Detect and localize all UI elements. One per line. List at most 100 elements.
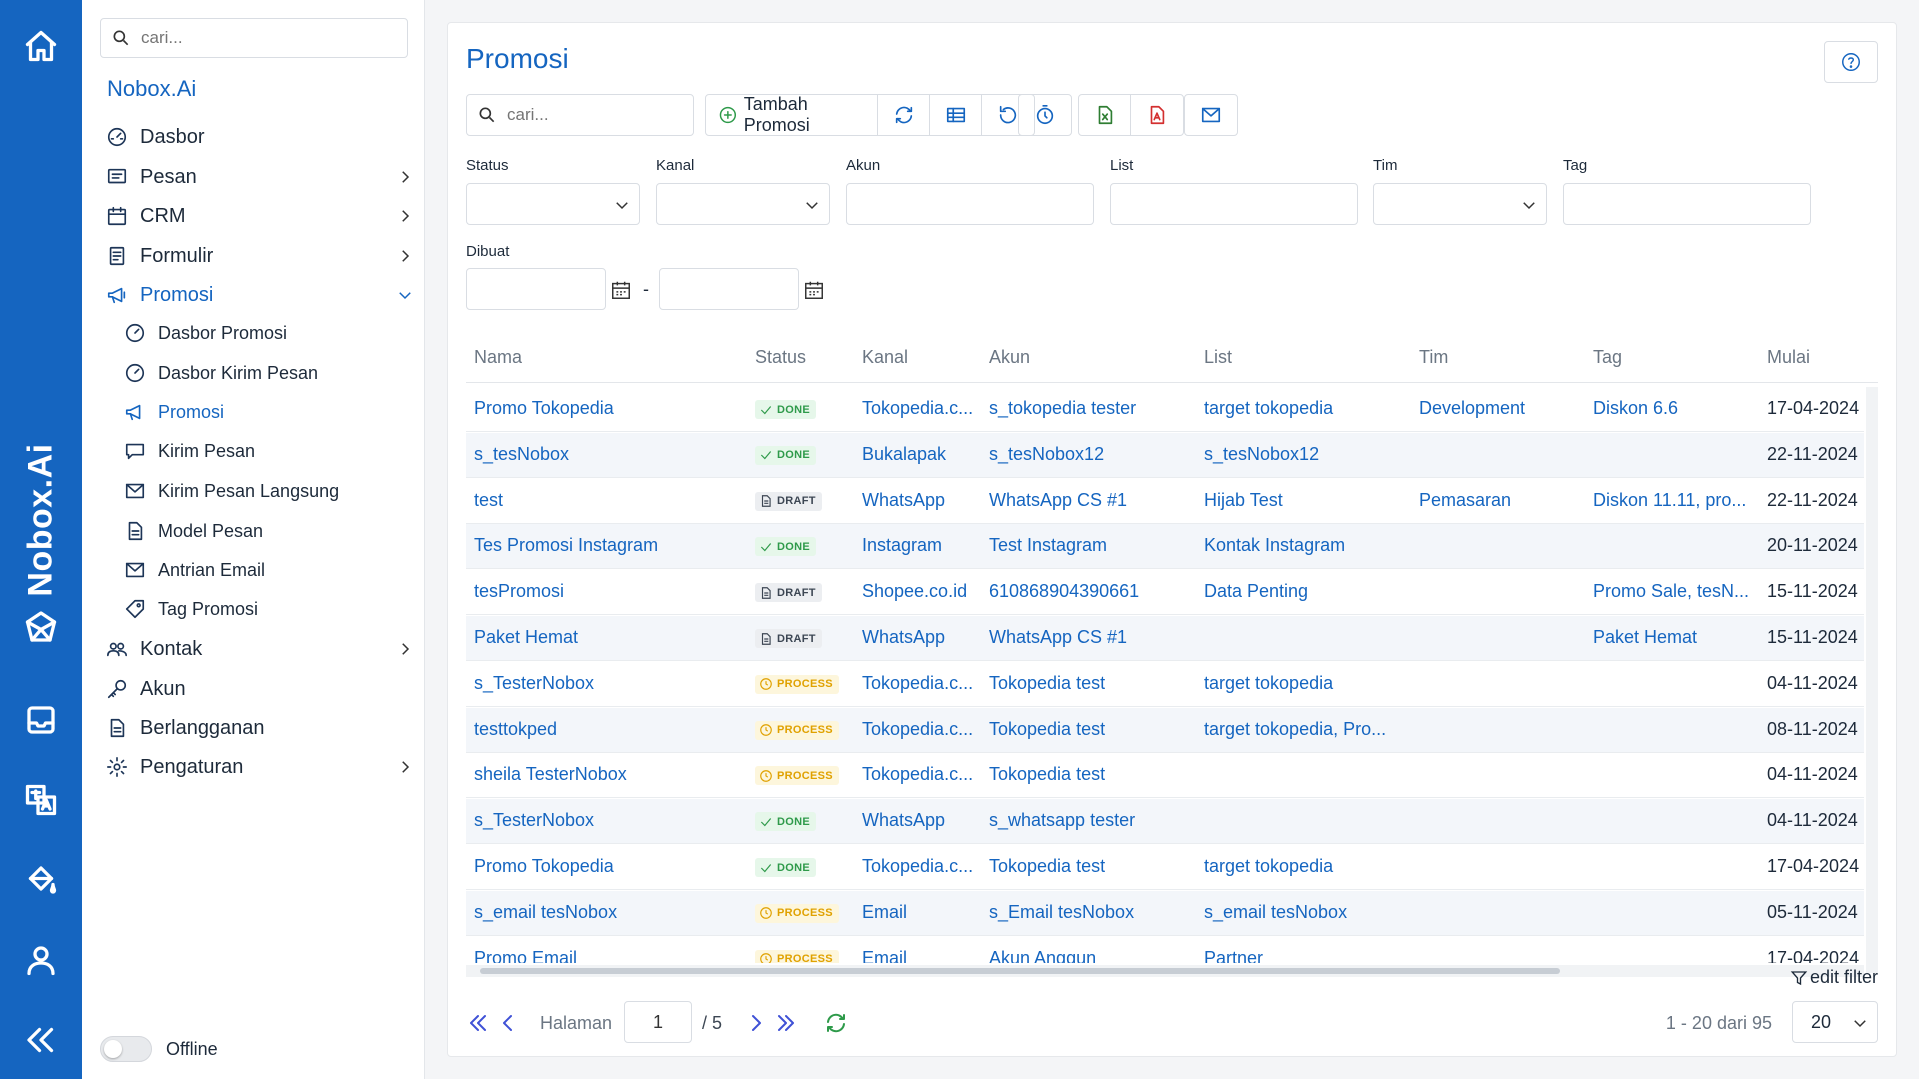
- cell-list[interactable]: Kontak Instagram: [1204, 535, 1346, 556]
- table-row[interactable]: testtokped Tokopedia.c... Tokopedia test ta…: [466, 707, 1864, 753]
- table-view-button[interactable]: [930, 95, 982, 135]
- cell-nama[interactable]: test: [474, 489, 504, 510]
- cell-akun[interactable]: Tokopedia test: [989, 672, 1106, 693]
- help-button[interactable]: [1824, 41, 1878, 83]
- export-pdf-button[interactable]: [1131, 95, 1183, 135]
- sidebar-item-promosi[interactable]: Promosi: [104, 278, 414, 312]
- filter-status-select[interactable]: [466, 183, 640, 225]
- cell-list[interactable]: target tokopedia: [1204, 672, 1334, 693]
- vertical-scrollbar[interactable]: [1866, 387, 1878, 973]
- paint-bucket-icon[interactable]: [21, 860, 61, 900]
- cell-list[interactable]: Data Penting: [1204, 581, 1309, 602]
- table-row[interactable]: Promo Email Email Akun Anggun Partner 17-04-…: [466, 937, 1864, 963]
- last-page-icon[interactable]: [774, 1011, 798, 1035]
- cell-kanal[interactable]: Email: [862, 947, 908, 963]
- export-excel-button[interactable]: [1079, 95, 1131, 135]
- cell-tag[interactable]: Diskon 11.11, pro...: [1593, 489, 1747, 510]
- sidebar-item-berlangganan[interactable]: Berlangganan: [104, 711, 414, 745]
- table-row[interactable]: s_tesNobox Bukalapak s_tesNobox12 s_tesNobo…: [466, 432, 1864, 478]
- collapse-icon[interactable]: [21, 1020, 61, 1060]
- page-number-input[interactable]: [624, 1001, 692, 1043]
- column-header[interactable]: List: [1204, 347, 1233, 367]
- cell-nama[interactable]: s_TesterNobox: [474, 672, 595, 693]
- cell-akun[interactable]: WhatsApp CS #1: [989, 627, 1128, 647]
- cell-akun[interactable]: 610868904390661: [989, 581, 1140, 602]
- cell-list[interactable]: Partner: [1204, 947, 1264, 963]
- date-from-input[interactable]: [466, 268, 606, 310]
- table-row[interactable]: s_TesterNobox Tokopedia.c... Tokopedia tes…: [466, 662, 1864, 707]
- cell-akun[interactable]: s_whatsapp tester: [989, 810, 1136, 831]
- sidebar-subitem-antrian-email[interactable]: Antrian Email: [122, 553, 402, 587]
- cell-nama[interactable]: tesPromosi: [474, 581, 565, 602]
- table-row[interactable]: Promo Tokopedia Tokopedia.c... Tokopedia t…: [466, 845, 1864, 890]
- cell-tim[interactable]: Pemasaran: [1419, 489, 1512, 510]
- sidebar-search[interactable]: [100, 18, 408, 58]
- sync-button[interactable]: [878, 95, 930, 135]
- table-row[interactable]: Tes Promosi Instagram Instagram Test Insta…: [466, 524, 1864, 570]
- sidebar-item-crm[interactable]: CRM: [104, 199, 414, 233]
- cell-tim[interactable]: Development: [1419, 398, 1526, 418]
- date-to-input[interactable]: [659, 268, 799, 310]
- table-row[interactable]: test WhatsApp WhatsApp CS #1 Hijab Test Pema…: [466, 479, 1864, 524]
- add-promo-button[interactable]: Tambah Promosi: [706, 94, 878, 135]
- cell-nama[interactable]: Promo Email: [474, 947, 578, 963]
- cell-tag[interactable]: Paket Hemat: [1593, 627, 1698, 647]
- nobox-logo-icon[interactable]: [21, 608, 61, 648]
- cell-kanal[interactable]: Bukalapak: [862, 443, 947, 464]
- sidebar-item-kontak[interactable]: Kontak: [104, 632, 414, 666]
- cell-list[interactable]: target tokopedia: [1204, 398, 1334, 418]
- cell-kanal[interactable]: WhatsApp: [862, 489, 946, 510]
- cell-akun[interactable]: Tokopedia test: [989, 718, 1106, 739]
- cell-akun[interactable]: Tokopedia test: [989, 764, 1106, 785]
- column-header[interactable]: Tim: [1419, 347, 1449, 367]
- table-row[interactable]: s_email tesNobox Email s_Email tesNobox s_e…: [466, 890, 1864, 936]
- cell-tag[interactable]: Diskon 6.6: [1593, 398, 1679, 418]
- sidebar-subitem-dasbor-kirim-pesan[interactable]: Dasbor Kirim Pesan: [122, 356, 402, 390]
- cell-akun[interactable]: Tokopedia test: [989, 856, 1106, 876]
- edit-filter-button[interactable]: edit filter: [1790, 967, 1878, 988]
- sidebar-item-akun[interactable]: Akun: [104, 672, 414, 706]
- cell-kanal[interactable]: Tokopedia.c...: [862, 398, 974, 418]
- page-size-select[interactable]: 20: [1792, 1001, 1878, 1043]
- table-row[interactable]: Paket Hemat WhatsApp WhatsApp CS #1 Paket H…: [466, 616, 1864, 661]
- first-page-icon[interactable]: [466, 1011, 490, 1035]
- filter-akun-input[interactable]: [846, 183, 1094, 225]
- sidebar-item-pesan[interactable]: Pesan: [104, 160, 414, 194]
- inbox-icon[interactable]: [21, 700, 61, 740]
- translate-icon[interactable]: [21, 780, 61, 820]
- cell-akun[interactable]: s_Email tesNobox: [989, 901, 1135, 922]
- filter-kanal-select[interactable]: [656, 183, 830, 225]
- cell-list[interactable]: Hijab Test: [1204, 489, 1283, 510]
- cell-list[interactable]: target tokopedia: [1204, 856, 1334, 876]
- cell-akun[interactable]: WhatsApp CS #1: [989, 489, 1128, 510]
- table-row[interactable]: Promo Tokopedia Tokopedia.c... s_tokopedia…: [466, 387, 1864, 432]
- cell-list[interactable]: s_email tesNobox: [1204, 901, 1348, 922]
- cell-nama[interactable]: Tes Promosi Instagram: [474, 535, 659, 556]
- horizontal-scrollbar[interactable]: [466, 965, 1864, 977]
- sidebar-item-dasbor[interactable]: Dasbor: [104, 120, 414, 154]
- cell-kanal[interactable]: Shopee.co.id: [862, 581, 968, 602]
- promo-search-input[interactable]: [507, 105, 687, 125]
- column-header[interactable]: Tag: [1593, 347, 1623, 367]
- reset-button[interactable]: [982, 95, 1034, 135]
- column-header[interactable]: Status: [755, 347, 807, 367]
- column-header[interactable]: Mulai: [1767, 347, 1811, 367]
- cell-nama[interactable]: s_email tesNobox: [474, 901, 618, 922]
- cell-nama[interactable]: Promo Tokopedia: [474, 856, 614, 876]
- table-row[interactable]: s_TesterNobox WhatsApp s_whatsapp tester 04…: [466, 799, 1864, 845]
- sidebar-subitem-promosi[interactable]: Promosi: [122, 395, 402, 429]
- cell-nama[interactable]: s_tesNobox: [474, 443, 570, 464]
- cell-kanal[interactable]: WhatsApp: [862, 627, 946, 647]
- refresh-icon[interactable]: [824, 1011, 848, 1035]
- sidebar-search-input[interactable]: [141, 28, 391, 48]
- cell-nama[interactable]: Promo Tokopedia: [474, 398, 614, 418]
- calendar-icon[interactable]: [803, 279, 825, 301]
- cell-akun[interactable]: s_tesNobox12: [989, 443, 1105, 464]
- send-mail-button[interactable]: [1185, 95, 1237, 135]
- sidebar-item-pengaturan[interactable]: Pengaturan: [104, 750, 414, 784]
- sidebar-subitem-dasbor-promosi[interactable]: Dasbor Promosi: [122, 316, 402, 350]
- cell-nama[interactable]: sheila TesterNobox: [474, 764, 627, 785]
- cell-list[interactable]: s_tesNobox12: [1204, 443, 1320, 464]
- sidebar-subitem-tag-promosi[interactable]: Tag Promosi: [122, 592, 402, 626]
- cell-kanal[interactable]: Tokopedia.c...: [862, 856, 974, 876]
